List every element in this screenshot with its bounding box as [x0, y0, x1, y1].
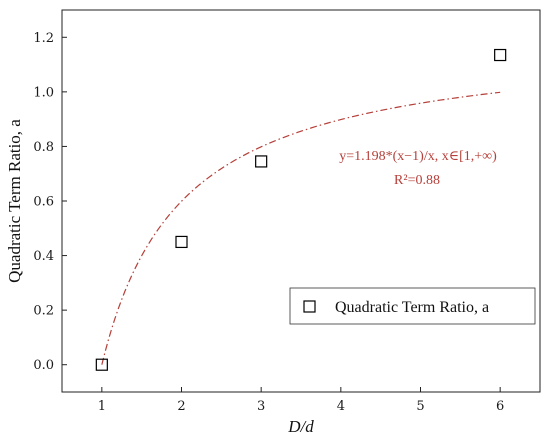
data-point — [95, 358, 108, 371]
axis-ticks: 1 2 3 4 5 6 0.0 0.2 0.4 0.6 0.8 1.0 1.2 — [33, 31, 504, 414]
y-tick-label: 1.0 — [33, 85, 54, 100]
y-axis-label: Quadratic Term Ratio, a — [5, 119, 24, 283]
legend-marker-open-square — [303, 300, 316, 313]
x-tick-label: 1 — [98, 399, 106, 414]
fit-equation: y=1.198*(x−1)/x, x∈[1,+∞) — [339, 149, 497, 164]
fit-r-squared: R²=0.88 — [394, 173, 440, 188]
x-tick-label: 6 — [496, 399, 504, 414]
x-tick-label: 3 — [257, 399, 265, 414]
y-tick-label: 1.2 — [33, 31, 54, 46]
x-axis-label: D/d — [287, 417, 314, 436]
legend-label: Quadratic Term Ratio, a — [335, 299, 489, 316]
legend: Quadratic Term Ratio, a — [289, 287, 536, 325]
y-tick-label: 0.6 — [33, 195, 54, 210]
y-tick-label: 0.4 — [33, 249, 54, 264]
plot-area — [61, 9, 541, 393]
fit-curve-layer — [101, 91, 501, 365]
x-tick-label: 2 — [177, 399, 185, 414]
y-tick-label: 0.0 — [33, 358, 54, 373]
data-points — [95, 48, 507, 371]
fit-curve — [101, 91, 501, 365]
legend-box — [289, 287, 536, 325]
y-tick-label: 0.8 — [33, 140, 54, 155]
data-point — [494, 48, 507, 62]
data-point — [175, 235, 188, 249]
data-point — [255, 155, 268, 168]
x-tick-label: 5 — [416, 399, 424, 414]
y-tick-label: 0.2 — [33, 304, 54, 319]
x-tick-label: 4 — [337, 399, 345, 414]
